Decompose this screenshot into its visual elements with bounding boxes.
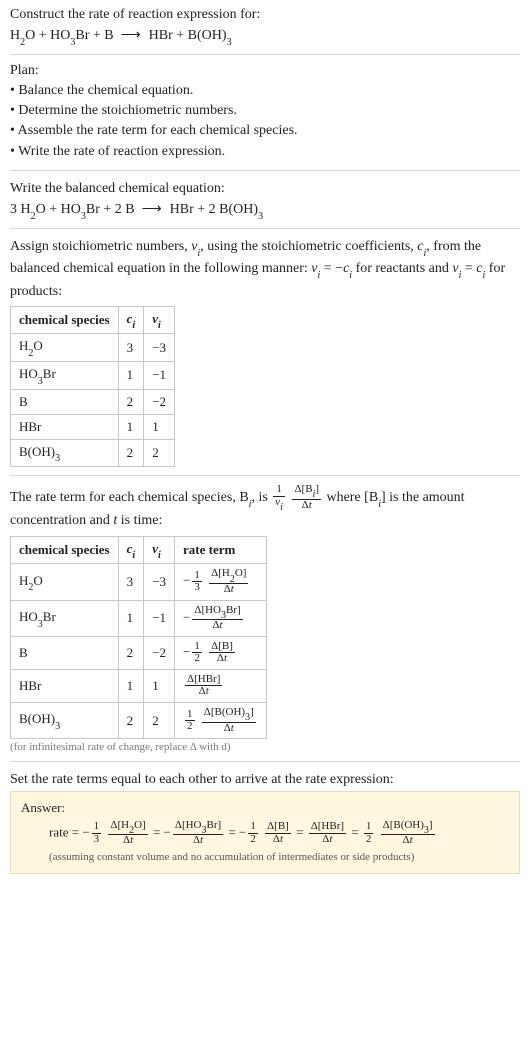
answer-intro: Set the rate terms equal to each other t… bbox=[10, 770, 520, 790]
col-header: chemical species bbox=[11, 306, 119, 334]
balanced-heading: Write the balanced chemical equation: bbox=[10, 179, 520, 199]
col-header: ci bbox=[118, 306, 144, 334]
cell: 3 bbox=[118, 334, 144, 362]
table-row: B(OH)3 2 2 bbox=[11, 439, 175, 467]
cell: Δ[HBr]Δt bbox=[175, 669, 267, 702]
cell: H2O bbox=[11, 334, 119, 362]
table-row: HBr 1 1 Δ[HBr]Δt bbox=[11, 669, 267, 702]
cell: −2 bbox=[144, 636, 175, 669]
cell: −2 bbox=[144, 389, 175, 414]
cell: H2O bbox=[11, 564, 119, 600]
section-stoich: Assign stoichiometric numbers, νi, using… bbox=[10, 237, 520, 476]
section-answer: Set the rate terms equal to each other t… bbox=[10, 770, 520, 882]
plan-bullet: Assemble the rate term for each chemical… bbox=[10, 121, 520, 141]
answer-expression: rate = −13 Δ[H2O]Δt = −Δ[HO3Br]Δt = −12 … bbox=[21, 820, 509, 847]
answer-label: Answer: bbox=[21, 800, 509, 816]
cell: 2 bbox=[118, 636, 144, 669]
unbalanced-equation: H2O + HO3Br + B ⟶ HBr + B(OH)3 bbox=[10, 27, 520, 46]
stoich-table: chemical species ci νi H2O 3 −3 HO3Br 1 … bbox=[10, 306, 175, 467]
table-row: HBr 1 1 bbox=[11, 414, 175, 439]
section-rate-terms: The rate term for each chemical species,… bbox=[10, 484, 520, 762]
cell: B(OH)3 bbox=[11, 703, 119, 739]
cell: 1 bbox=[144, 669, 175, 702]
cell: −3 bbox=[144, 334, 175, 362]
plan-bullet: Balance the chemical equation. bbox=[10, 81, 520, 101]
cell: −1 bbox=[144, 362, 175, 390]
col-header: chemical species bbox=[11, 536, 119, 564]
cell: 3 bbox=[118, 564, 144, 600]
table-row: HO3Br 1 −1 −Δ[HO3Br]Δt bbox=[11, 600, 267, 636]
table-row: B(OH)3 2 2 12 Δ[B(OH)3]Δt bbox=[11, 703, 267, 739]
table-row: H2O 3 −3 bbox=[11, 334, 175, 362]
section-prompt: Construct the rate of reaction expressio… bbox=[10, 6, 520, 55]
col-header: νi bbox=[144, 306, 175, 334]
cell: 2 bbox=[144, 439, 175, 467]
cell: 1 bbox=[118, 669, 144, 702]
rate-table: chemical species ci νi rate term H2O 3 −… bbox=[10, 536, 267, 739]
cell: 2 bbox=[144, 703, 175, 739]
cell: B bbox=[11, 389, 119, 414]
plan-heading: Plan: bbox=[10, 63, 520, 79]
cell: HBr bbox=[11, 414, 119, 439]
stoich-intro: Assign stoichiometric numbers, νi, using… bbox=[10, 237, 520, 302]
balanced-equation: 3 H2O + HO3Br + 2 B ⟶ HBr + 2 B(OH)3 bbox=[10, 201, 520, 220]
table-header-row: chemical species ci νi bbox=[11, 306, 175, 334]
table-row: H2O 3 −3 −13 Δ[H2O]Δt bbox=[11, 564, 267, 600]
plan-bullets: Balance the chemical equation. Determine… bbox=[10, 81, 520, 162]
cell: 1 bbox=[144, 414, 175, 439]
cell: −3 bbox=[144, 564, 175, 600]
col-header: ci bbox=[118, 536, 144, 564]
section-plan: Plan: Balance the chemical equation. Det… bbox=[10, 63, 520, 171]
page: Construct the rate of reaction expressio… bbox=[0, 0, 530, 902]
cell: 1 bbox=[118, 362, 144, 390]
rate-intro: The rate term for each chemical species,… bbox=[10, 484, 520, 532]
table-header-row: chemical species ci νi rate term bbox=[11, 536, 267, 564]
cell: −1 bbox=[144, 600, 175, 636]
cell: HO3Br bbox=[11, 362, 119, 390]
cell: HBr bbox=[11, 669, 119, 702]
cell: −12 Δ[B]Δt bbox=[175, 636, 267, 669]
answer-note: (assuming constant volume and no accumul… bbox=[21, 851, 509, 863]
table-row: B 2 −2 −12 Δ[B]Δt bbox=[11, 636, 267, 669]
cell: 1 bbox=[118, 414, 144, 439]
table-row: B 2 −2 bbox=[11, 389, 175, 414]
cell: HO3Br bbox=[11, 600, 119, 636]
cell: B(OH)3 bbox=[11, 439, 119, 467]
plan-bullet: Determine the stoichiometric numbers. bbox=[10, 101, 520, 121]
answer-box: Answer: rate = −13 Δ[H2O]Δt = −Δ[HO3Br]Δ… bbox=[10, 791, 520, 874]
prompt-text: Construct the rate of reaction expressio… bbox=[10, 6, 520, 25]
rate-footnote: (for infinitesimal rate of change, repla… bbox=[10, 741, 520, 753]
section-balanced: Write the balanced chemical equation: 3 … bbox=[10, 179, 520, 229]
cell: 2 bbox=[118, 703, 144, 739]
cell: −13 Δ[H2O]Δt bbox=[175, 564, 267, 600]
plan-bullet: Write the rate of reaction expression. bbox=[10, 142, 520, 162]
cell: 2 bbox=[118, 389, 144, 414]
cell: B bbox=[11, 636, 119, 669]
col-header: rate term bbox=[175, 536, 267, 564]
table-row: HO3Br 1 −1 bbox=[11, 362, 175, 390]
cell: 1 bbox=[118, 600, 144, 636]
col-header: νi bbox=[144, 536, 175, 564]
cell: 12 Δ[B(OH)3]Δt bbox=[175, 703, 267, 739]
cell: 2 bbox=[118, 439, 144, 467]
cell: −Δ[HO3Br]Δt bbox=[175, 600, 267, 636]
